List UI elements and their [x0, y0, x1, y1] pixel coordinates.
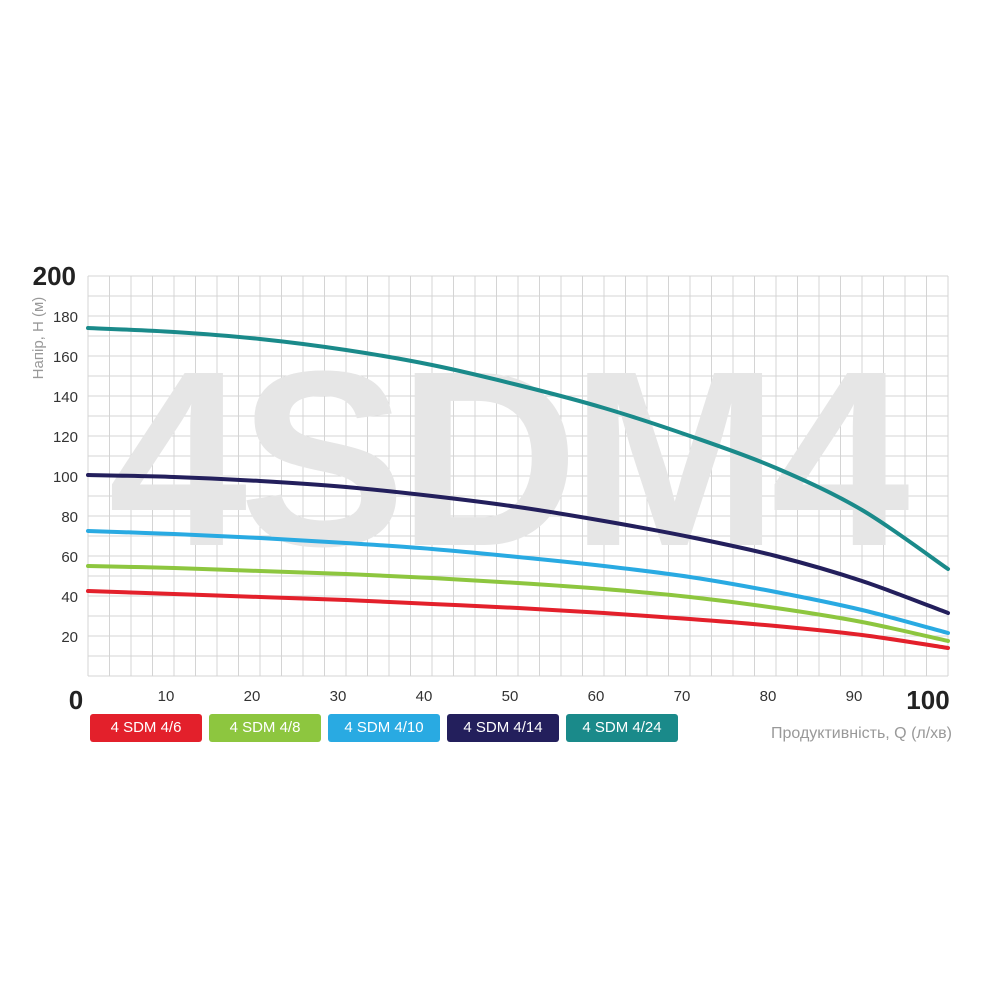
x-tick-label: 90 — [846, 688, 863, 705]
x-tick-label: 30 — [330, 688, 347, 705]
x-axis-label: Продуктивність, Q (л/хв) — [771, 725, 952, 742]
y-tick-label: 120 — [53, 429, 78, 446]
x-tick-label: 0 — [69, 685, 83, 715]
legend-item: 4 SDM 4/6 — [90, 714, 202, 742]
x-tick-label: 60 — [588, 688, 605, 705]
y-tick-label: 200 — [33, 261, 76, 291]
x-tick-label: 10 — [158, 688, 175, 705]
x-tick-label: 20 — [244, 688, 261, 705]
y-tick-label: 160 — [53, 349, 78, 366]
series-line-4-sdm-4-14 — [86, 473, 950, 615]
x-tick-label: 70 — [674, 688, 691, 705]
x-tick-label: 100 — [906, 685, 949, 715]
axis-ticks: 20 40 60 80 100 120 140 160 180 200 0 10 20 30 40 50 60 7… — [33, 261, 950, 715]
legend-item: 4 SDM 4/10 — [328, 714, 440, 742]
y-tick-label: 180 — [53, 309, 78, 326]
x-tick-label: 80 — [760, 688, 777, 705]
y-tick-label: 80 — [61, 509, 78, 526]
legend-item: 4 SDM 4/24 — [566, 714, 678, 742]
y-axis-label: Напір, H (м) — [30, 297, 47, 380]
y-tick-label: 140 — [53, 389, 78, 406]
y-tick-label: 60 — [61, 549, 78, 566]
series-line-4-sdm-4-24 — [86, 326, 950, 571]
series-line-4-sdm-4-6 — [86, 589, 950, 650]
legend-item: 4 SDM 4/8 — [209, 714, 321, 742]
legend-item: 4 SDM 4/14 — [447, 714, 559, 742]
watermark: 4SDM4 — [108, 319, 909, 598]
series-line-4-sdm-4-8 — [86, 564, 950, 643]
series-line-4-sdm-4-10 — [86, 529, 950, 635]
series-lines — [86, 326, 950, 650]
x-tick-label: 50 — [502, 688, 519, 705]
y-tick-label: 40 — [61, 589, 78, 606]
x-tick-label: 40 — [416, 688, 433, 705]
y-tick-label: 20 — [61, 629, 78, 646]
y-tick-label: 100 — [53, 469, 78, 486]
